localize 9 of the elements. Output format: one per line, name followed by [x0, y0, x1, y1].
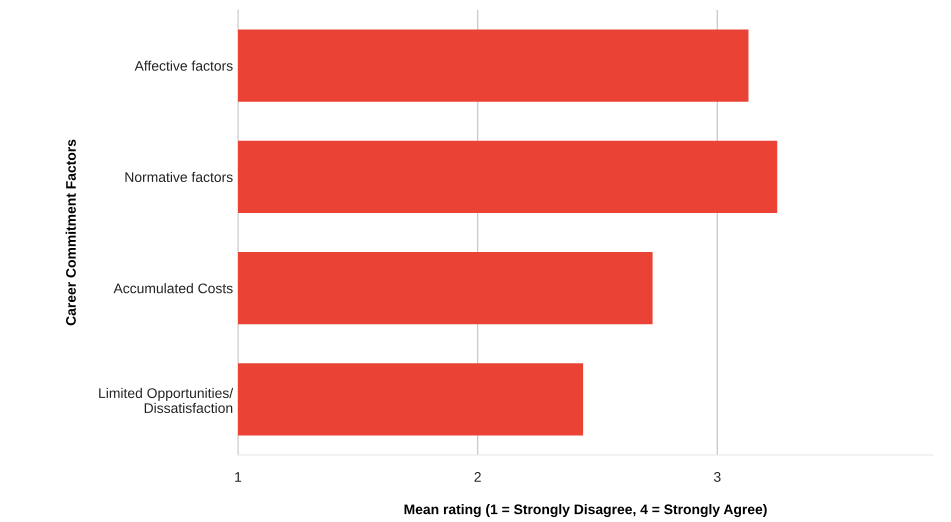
- y-tick-label: Accumulated Costs: [114, 283, 233, 294]
- x-tick-label: 2: [474, 472, 481, 482]
- y-tick-label: Affective factors: [134, 60, 233, 71]
- y-tick-label: Normative factors: [125, 172, 233, 182]
- x-axis-title: Mean rating (1 = Strongly Disagree, 4 = Strongly Agree): [404, 504, 767, 518]
- x-tick-label: 1: [235, 472, 242, 482]
- x-tick-label: 3: [714, 472, 721, 482]
- y-tick-label: Limited Opportunities/ Dissatisfaction: [99, 388, 234, 414]
- y-axis-title: Career Commitment Factors: [66, 140, 76, 326]
